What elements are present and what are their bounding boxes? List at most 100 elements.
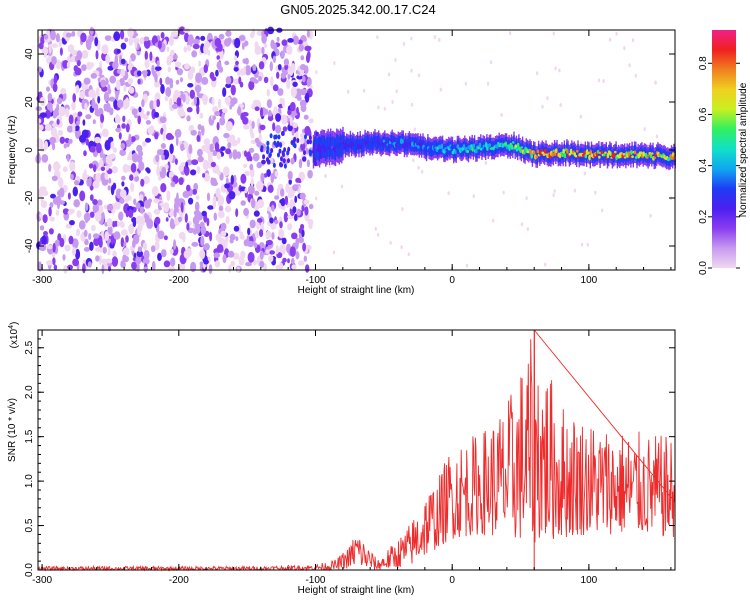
noise-speckle	[120, 29, 125, 40]
noise-speckle	[122, 254, 126, 264]
noise-speckle	[96, 142, 102, 154]
noise-speckle	[39, 96, 46, 106]
noise-speckle	[225, 83, 232, 89]
noise-speckle	[188, 144, 193, 154]
noise-speckle	[55, 33, 61, 43]
signal-band-core	[377, 142, 381, 146]
noise-speckle	[173, 208, 177, 218]
noise-speckle	[48, 43, 52, 54]
y-tick-label: 1.0	[24, 474, 35, 488]
signal-band-core	[462, 144, 466, 149]
noise-speckle	[261, 46, 265, 55]
noise-speckle	[139, 206, 144, 214]
noise-speckle	[299, 99, 307, 108]
sparse-speckle	[655, 134, 659, 139]
figure-title: GN05.2025.342.00.17.C24	[280, 2, 435, 17]
noise-speckle	[261, 33, 267, 44]
noise-speckle	[212, 115, 216, 121]
sparse-speckle	[439, 87, 442, 92]
noise-speckle	[203, 243, 210, 251]
noise-speckle	[201, 125, 205, 136]
noise-speckle	[297, 39, 303, 45]
sparse-speckle	[502, 190, 505, 195]
noise-speckle	[102, 153, 106, 164]
noise-speckle	[200, 235, 205, 247]
noise-speckle	[251, 120, 255, 129]
colorbar-tick-label: 0.6	[698, 107, 709, 121]
noise-speckle	[139, 37, 145, 45]
noise-speckle	[263, 173, 268, 178]
noise-speckle	[276, 71, 280, 79]
noise-speckle	[192, 215, 200, 225]
noise-speckle	[190, 129, 197, 136]
noise-speckle	[261, 159, 266, 165]
signal-band-core	[311, 150, 315, 154]
noise-speckle	[121, 123, 126, 129]
noise-speckle	[59, 237, 65, 248]
noise-speckle	[151, 64, 155, 75]
noise-speckle	[116, 221, 121, 227]
signal-band-core	[647, 154, 650, 157]
noise-speckle	[277, 63, 282, 71]
noise-speckle	[234, 55, 238, 61]
noise-speckle	[282, 257, 287, 263]
noise-speckle	[126, 156, 131, 161]
signal-band-core	[622, 153, 626, 156]
noise-speckle	[136, 51, 141, 56]
noise-speckle	[72, 124, 76, 134]
noise-speckle	[113, 231, 121, 240]
signal-band-core	[483, 146, 487, 152]
sparse-speckle	[615, 31, 618, 36]
signal-band-core	[445, 148, 449, 151]
noise-speckle	[286, 79, 291, 90]
noise-speckle	[295, 131, 299, 140]
signal-band-core	[425, 142, 429, 148]
sparse-speckle	[546, 96, 549, 101]
signal-band-core	[562, 148, 566, 154]
noise-speckle	[53, 110, 56, 118]
noise-speckle	[145, 137, 151, 143]
noise-speckle	[92, 119, 96, 125]
noise-speckle	[95, 172, 102, 183]
noise-speckle	[72, 258, 79, 267]
noise-speckle	[144, 59, 150, 69]
signal-band-core	[543, 148, 547, 154]
noise-speckle	[289, 101, 296, 112]
noise-speckle	[98, 254, 102, 265]
noise-speckle	[63, 143, 67, 149]
noise-speckle	[86, 61, 93, 71]
noise-speckle	[108, 177, 112, 184]
noise-speckle	[43, 34, 49, 40]
sparse-speckle	[410, 102, 414, 107]
noise-speckle	[67, 192, 71, 200]
noise-speckle	[56, 97, 63, 105]
noise-speckle	[215, 233, 222, 242]
noise-speckle	[253, 79, 259, 84]
noise-speckle	[176, 192, 179, 203]
noise-speckle	[52, 83, 58, 93]
noise-speckle	[216, 151, 222, 160]
noise-speckle	[48, 206, 52, 217]
signal-band-core	[612, 152, 616, 158]
noise-speckle	[250, 132, 255, 139]
noise-speckle	[265, 249, 270, 255]
noise-speckle	[190, 169, 197, 176]
noise-speckle	[76, 120, 80, 126]
sparse-speckle	[608, 37, 612, 42]
noise-speckle	[69, 220, 75, 226]
noise-speckle	[62, 166, 68, 173]
noise-speckle	[280, 72, 287, 79]
noise-speckle	[234, 37, 241, 49]
noise-speckle	[304, 125, 311, 136]
colorbar: 0.0 0.2 0.4 0.6 0.8 Normalized spectral ampl…	[698, 30, 749, 275]
sparse-speckle	[465, 263, 469, 268]
signal-band-core	[418, 142, 422, 147]
noise-speckle	[240, 173, 247, 184]
noise-speckle	[166, 190, 171, 202]
noise-speckle	[73, 199, 80, 208]
noise-speckle	[156, 99, 161, 108]
noise-speckle	[110, 234, 114, 246]
noise-speckle	[304, 206, 309, 216]
noise-speckle	[224, 38, 231, 47]
noise-speckle	[137, 224, 143, 232]
